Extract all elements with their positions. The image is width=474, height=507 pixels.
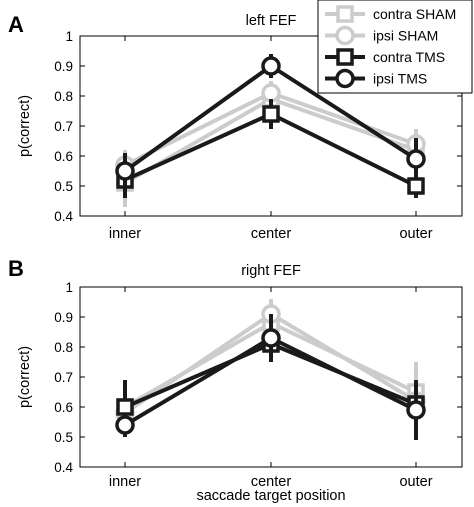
panel-b-series-ipsi-tms-point [115,415,135,435]
panel-a-series-ipsi-tms [115,54,426,189]
panel-a-series-ipsi-tms-point [261,56,281,76]
panel-b-y-tick-label: 0.8 [54,340,73,355]
legend-entry-ipsi-sham-label: ipsi SHAM [373,28,438,44]
panel-b-x-tick-label: outer [399,474,432,490]
panel-a-series-ipsi-sham-point [261,83,281,103]
legend-entry-contra-tms: contra TMS [325,48,445,66]
panel-b-series-contra-tms-point [116,398,134,416]
panel-b-x-tick-label: center [251,474,291,490]
panel-a-y-tick-label: 0.9 [54,59,73,74]
panel-b-y-tick-label: 0.6 [54,400,73,415]
legend-entry-ipsi-sham-marker [335,25,355,46]
panel-a-y-tick-label: 0.7 [54,119,73,134]
legend-entry-ipsi-tms: ipsi TMS [325,68,427,89]
panel-b-series-ipsi-tms-point [261,328,281,348]
panel-a-y-tick-label: 1 [65,29,73,44]
panel-a-series-contra-tms [116,99,425,198]
legend-entry-contra-tms-marker [336,48,354,66]
legend-entry-ipsi-tms-marker [335,68,355,89]
panel-a-title: left FEF [246,13,297,29]
panel-a-y-tick-label: 0.5 [54,179,73,194]
panel-b-title: right FEF [241,263,301,279]
legend-entry-contra-sham-label: contra SHAM [373,6,456,22]
panel-a-series-ipsi-tms-point [115,161,135,181]
panel-b-series-ipsi-tms-point [406,400,426,420]
panel-a-x-tick-label: inner [109,226,141,242]
legend-entry-contra-tms-label: contra TMS [373,49,445,65]
panel-a-series-ipsi-tms-point [406,149,426,169]
panel-b-letter: B [8,256,24,281]
panel-b-y-tick-label: 0.4 [54,460,73,475]
panel-a-y-tick-label: 0.4 [54,209,73,224]
legend-entry-contra-sham-marker [336,5,354,23]
legend-entry-ipsi-tms-label: ipsi TMS [373,71,427,87]
panel-b-y-tick-label: 0.9 [54,310,73,325]
panel-b-y-tick-label: 0.7 [54,370,73,385]
panel-a-y-tick-label: 0.6 [54,149,73,164]
panel-b-x-tick-label: inner [109,474,141,490]
legend-entry-contra-sham: contra SHAM [325,5,456,23]
panel-a-series-contra-tms-point [262,105,280,123]
panel-b-y-tick-label: 0.5 [54,430,73,445]
panel-a-series-contra-tms-point [407,177,425,195]
panel-a-x-tick-label: center [251,226,291,242]
panel-b-y-axis-title: p(correct) [17,346,33,408]
x-axis-title: saccade target position [196,488,345,504]
panel-b-y-tick-label: 1 [65,280,73,295]
legend: contra SHAM ipsi SHAM contra TMS ipsi TMS [317,0,473,94]
panel-b-series-ipsi-tms [115,314,426,440]
legend-entry-ipsi-sham: ipsi SHAM [325,25,438,46]
panel-a-y-tick-label: 0.8 [54,89,73,104]
panel-a-letter: A [8,12,24,37]
panel-a-y-axis-title: p(correct) [17,95,33,157]
panel-a-x-tick-label: outer [399,226,432,242]
